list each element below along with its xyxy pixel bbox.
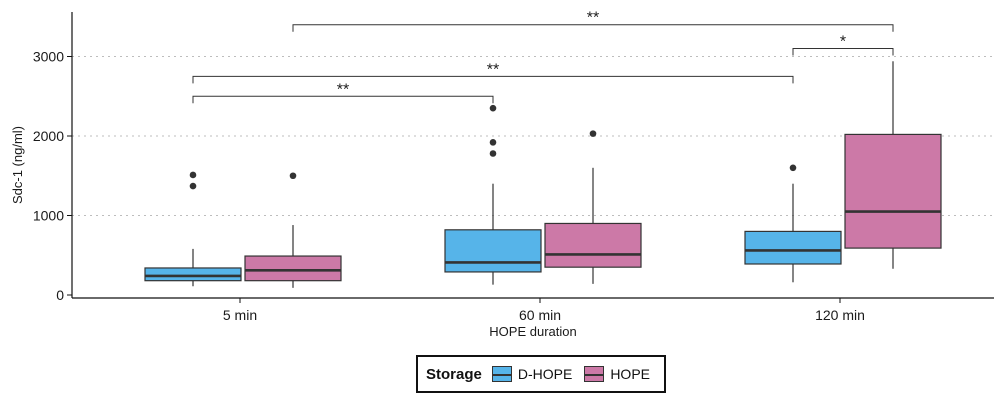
legend-key-hope xyxy=(584,366,605,382)
significance-bracket: * xyxy=(792,34,894,56)
outlier-point xyxy=(189,171,197,179)
box-d-hope-60-min xyxy=(444,104,542,285)
legend-label-hope: HOPE xyxy=(610,366,650,382)
significance-label: ** xyxy=(587,10,599,27)
outlier-point xyxy=(289,172,297,180)
box-hope-60-min xyxy=(544,130,642,284)
box-hope-5-min xyxy=(244,172,342,288)
significance-label: ** xyxy=(487,61,499,78)
significance-bracket: ** xyxy=(192,81,494,104)
bracket-line xyxy=(192,75,794,84)
outlier-point xyxy=(589,130,597,137)
outlier-point xyxy=(489,104,497,112)
significance-label: * xyxy=(840,34,846,51)
bracket-line xyxy=(292,24,894,32)
y-axis-title: Sdc-1 (ng/ml) xyxy=(10,126,25,204)
significance-bracket: ** xyxy=(292,10,894,32)
legend-item-d-hope: D-HOPE xyxy=(491,366,573,382)
y-tick-label: 3000 xyxy=(33,49,64,65)
box-hope-120-min xyxy=(844,61,942,269)
legend-label-d-hope: D-HOPE xyxy=(517,366,573,382)
outlier-point xyxy=(489,150,497,157)
box-iqr xyxy=(744,230,842,265)
box-iqr xyxy=(144,267,242,282)
x-ticks: 5 min 60 min 120 min xyxy=(223,298,865,323)
y-tick-label: 2000 xyxy=(33,128,64,144)
box-d-hope-120-min xyxy=(744,164,842,283)
y-tick-label: 1000 xyxy=(33,208,64,224)
significance-bracket: ** xyxy=(192,61,794,84)
box-d-hope-5-min xyxy=(144,171,242,287)
box-iqr xyxy=(444,229,542,273)
y-tick-label: 0 xyxy=(56,287,64,303)
x-axis-title: HOPE duration xyxy=(489,324,576,339)
legend: Storage D-HOPE HOPE xyxy=(416,355,666,393)
x-tick-label: 60 min xyxy=(519,307,561,323)
significance-label: ** xyxy=(337,81,349,98)
box-iqr xyxy=(544,222,642,268)
x-tick-label: 5 min xyxy=(223,307,257,323)
outlier-point xyxy=(789,164,797,172)
x-tick-label: 120 min xyxy=(815,307,865,323)
outlier-point xyxy=(489,139,497,146)
boxes xyxy=(144,61,942,288)
outlier-point xyxy=(189,182,197,190)
y-ticks: 0 1000 2000 3000 xyxy=(33,49,72,303)
box-iqr xyxy=(244,255,342,282)
legend-title: Storage xyxy=(426,365,482,383)
gridlines xyxy=(72,56,994,216)
bracket-line xyxy=(792,48,894,56)
bracket-line xyxy=(192,95,494,104)
legend-key-d-hope xyxy=(491,366,512,382)
box-iqr xyxy=(844,133,942,249)
significance-brackets: ******* xyxy=(192,10,894,104)
legend-item-hope: HOPE xyxy=(584,366,650,382)
